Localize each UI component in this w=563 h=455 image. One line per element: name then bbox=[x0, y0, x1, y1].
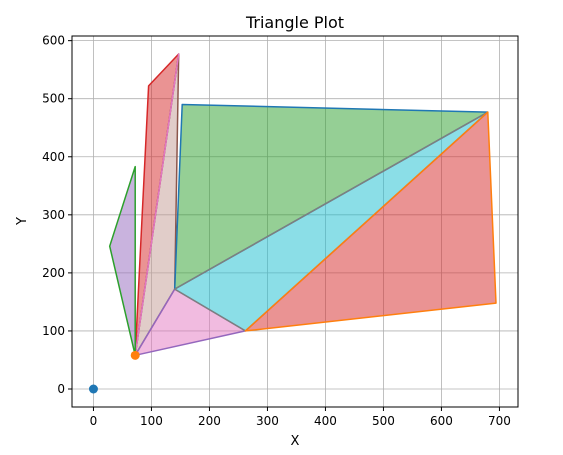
x-tick-label: 300 bbox=[256, 414, 279, 428]
x-tick-label: 0 bbox=[90, 414, 98, 428]
y-tick-label: 0 bbox=[57, 382, 65, 396]
y-axis-label: Y bbox=[15, 217, 30, 226]
points bbox=[89, 351, 140, 394]
x-tick-label: 400 bbox=[314, 414, 337, 428]
y-tick-label: 400 bbox=[42, 150, 65, 164]
y-ticks: 0 100 200 300 400 500 600 bbox=[42, 34, 72, 396]
y-tick-label: 200 bbox=[42, 266, 65, 280]
scatter-point-1 bbox=[89, 385, 98, 394]
x-tick-label: 500 bbox=[372, 414, 395, 428]
chart-title: Triangle Plot bbox=[245, 13, 344, 32]
triangle-4 bbox=[110, 167, 136, 356]
scatter-point-2 bbox=[131, 351, 140, 360]
y-tick-label: 100 bbox=[42, 324, 65, 338]
x-tick-label: 700 bbox=[488, 414, 511, 428]
x-tick-label: 600 bbox=[430, 414, 453, 428]
x-tick-label: 100 bbox=[140, 414, 163, 428]
y-tick-label: 500 bbox=[42, 92, 65, 106]
x-ticks: 0 100 200 300 400 500 600 700 bbox=[90, 407, 511, 428]
triangles bbox=[110, 54, 496, 355]
x-axis-label: X bbox=[291, 434, 300, 449]
y-tick-label: 600 bbox=[42, 34, 65, 48]
x-tick-label: 200 bbox=[198, 414, 221, 428]
y-tick-label: 300 bbox=[42, 208, 65, 222]
